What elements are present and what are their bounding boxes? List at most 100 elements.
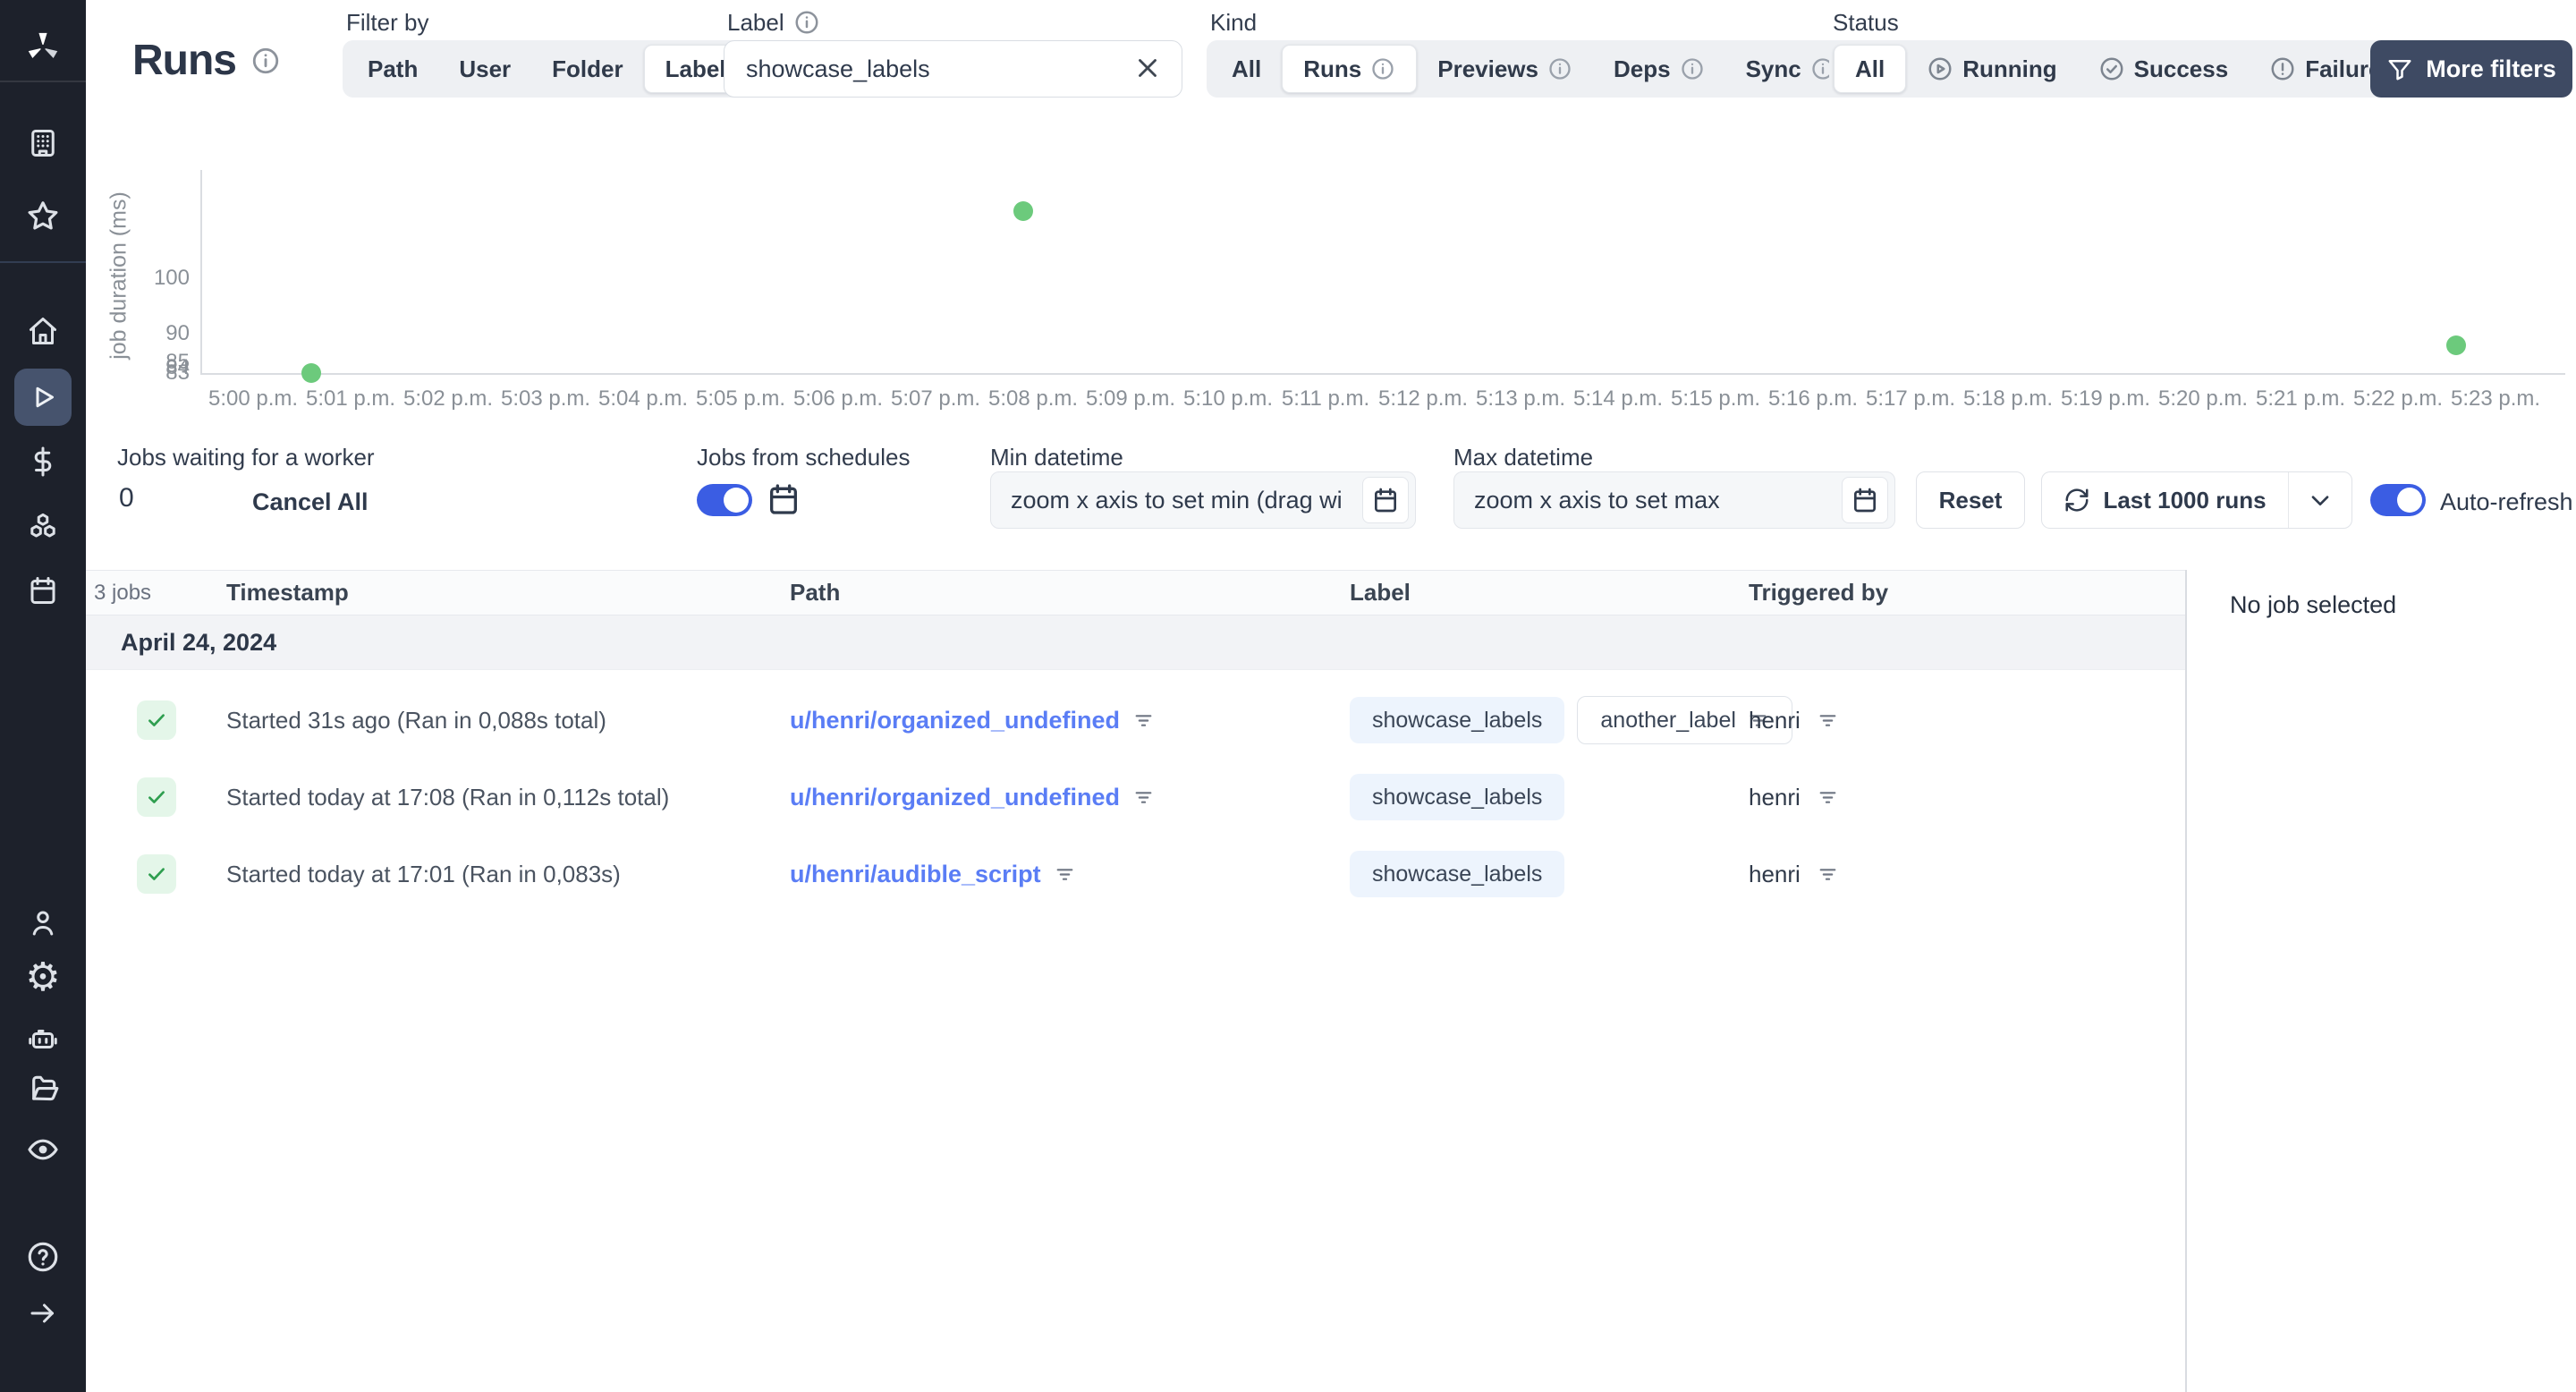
table-row[interactable]: Started 31s ago (Ran in 0,088s total) u/h… <box>86 682 2185 759</box>
kind-sync-button[interactable]: Sync <box>1725 45 1856 93</box>
chart-y-tick: 84 <box>165 354 190 379</box>
robot-icon[interactable] <box>0 1008 86 1067</box>
dollar-icon[interactable] <box>0 432 86 491</box>
x-icon[interactable] <box>1132 53 1163 83</box>
arrow-right-icon[interactable] <box>0 1284 86 1343</box>
run-user: henri <box>1749 706 1801 734</box>
run-path-link[interactable]: u/henri/audible_script <box>790 860 1041 887</box>
folder-open-icon[interactable] <box>0 1059 86 1118</box>
alert-circle-icon <box>2271 57 2294 81</box>
schedules-toggle[interactable] <box>697 484 752 516</box>
chart-x-tick: 5:01 p.m. <box>305 386 396 411</box>
runs-chart[interactable]: job duration (ms) 5:00 p.m. 5:01 p.m. 5:02… <box>86 116 2576 429</box>
filter-by-user-button[interactable]: User <box>438 45 531 93</box>
play-icon[interactable] <box>14 369 72 426</box>
min-datetime-calendar-button[interactable] <box>1362 477 1409 523</box>
chart-x-axis <box>200 373 2565 375</box>
play-circle-icon <box>1928 57 1952 81</box>
star-icon[interactable] <box>0 186 86 245</box>
jobs-waiting-count: 0 <box>119 483 134 513</box>
max-datetime-input[interactable] <box>1453 471 1895 529</box>
run-label-badge[interactable]: another_label <box>1577 696 1792 744</box>
run-data-point[interactable] <box>301 363 322 383</box>
runs-range-dropdown-button[interactable] <box>2289 472 2351 528</box>
min-datetime-input[interactable] <box>990 471 1416 529</box>
sidebar-divider <box>0 261 86 263</box>
run-path-link[interactable]: u/henri/organized_undefined <box>790 706 1121 734</box>
run-data-point[interactable] <box>2446 335 2467 355</box>
kind-label: Kind <box>1210 8 1258 36</box>
kind-deps-button[interactable]: Deps <box>1593 45 1725 93</box>
min-datetime-label: Min datetime <box>990 443 1123 471</box>
chart-y-tick: 85 <box>165 349 190 374</box>
table-row[interactable]: Started today at 17:01 (Ran in 0,083s) u/… <box>86 836 2185 912</box>
filter-by-path-icon[interactable] <box>1132 709 1155 732</box>
chart-x-tick: 5:19 p.m. <box>2060 386 2151 411</box>
filter-by-path-icon[interactable] <box>1132 786 1155 809</box>
more-filters-button[interactable]: More filters <box>2370 40 2572 98</box>
chart-x-tick: 5:15 p.m. <box>1670 386 1761 411</box>
auto-refresh-toggle[interactable] <box>2370 484 2426 516</box>
eye-icon[interactable] <box>0 1120 86 1179</box>
filter-by-label-icon[interactable] <box>1747 709 1769 732</box>
windmill-logo[interactable] <box>0 16 86 79</box>
chart-y-tick: 100 <box>153 266 190 290</box>
help-circle-icon[interactable] <box>0 1227 86 1286</box>
kind-runs-button[interactable]: Runs <box>1282 45 1418 93</box>
run-label-badge: showcase_labels <box>1350 774 1565 820</box>
calendar-icon[interactable] <box>0 561 86 620</box>
status-segmented: All Running Success Failure <box>1829 40 2407 98</box>
run-path-link[interactable]: u/henri/organized_undefined <box>790 783 1121 811</box>
info-icon[interactable] <box>793 9 820 36</box>
filter-by-folder-button[interactable]: Folder <box>531 45 643 93</box>
date-group-row: April 24, 2024 <box>86 615 2185 670</box>
status-failure-button[interactable]: Failure <box>2249 45 2402 93</box>
chart-x-tick: 5:06 p.m. <box>792 386 884 411</box>
kind-previews-button[interactable]: Previews <box>1417 45 1593 93</box>
chart-x-tick: 5:22 p.m. <box>2352 386 2444 411</box>
user-icon[interactable] <box>0 894 86 953</box>
no-job-selected-text: No job selected <box>2230 591 2397 618</box>
status-success-button[interactable]: Success <box>2078 45 2250 93</box>
home-icon[interactable] <box>0 301 86 361</box>
run-user: henri <box>1749 783 1801 811</box>
filter-by-user-icon[interactable] <box>1817 709 1839 732</box>
chart-x-tick: 5:14 p.m. <box>1572 386 1664 411</box>
run-timestamp: Started today at 17:08 (Ran in 0,112s to… <box>226 783 670 811</box>
filter-by-user-icon[interactable] <box>1817 786 1839 809</box>
runs-range-button[interactable]: Last 1000 runs <box>2042 472 2289 528</box>
auto-refresh-label: Auto-refresh <box>2440 488 2573 515</box>
page-title: Runs <box>132 37 237 84</box>
status-all-button[interactable]: All <box>1834 45 1907 93</box>
col-label: Label <box>1350 579 1411 606</box>
filter-by-user-icon[interactable] <box>1817 863 1839 886</box>
chart-x-tick: 5:13 p.m. <box>1475 386 1566 411</box>
jobs-waiting-label: Jobs waiting for a worker <box>117 443 375 471</box>
run-timestamp: Started today at 17:01 (Ran in 0,083s) <box>226 860 621 887</box>
jobs-count: 3 jobs <box>94 580 152 605</box>
boxes-icon[interactable] <box>0 498 86 557</box>
max-datetime-calendar-button[interactable] <box>1842 477 1888 523</box>
chart-x-tick: 5:08 p.m. <box>987 386 1079 411</box>
chart-x-tick: 5:23 p.m. <box>2450 386 2541 411</box>
label-filter-input[interactable] <box>724 40 1182 98</box>
run-user: henri <box>1749 860 1801 887</box>
filter-by-path-icon[interactable] <box>1054 863 1076 886</box>
table-row[interactable]: Started today at 17:08 (Ran in 0,112s to… <box>86 759 2185 836</box>
sidebar: ⚙ <box>0 0 86 1392</box>
info-icon[interactable] <box>250 46 281 76</box>
chart-x-tick: 5:03 p.m. <box>500 386 591 411</box>
info-icon <box>1372 58 1394 80</box>
runs-rows: Started 31s ago (Ran in 0,088s total) u/h… <box>86 682 2185 912</box>
cancel-all-button[interactable]: Cancel All <box>252 488 369 515</box>
kind-all-button[interactable]: All <box>1211 45 1282 93</box>
run-data-point[interactable] <box>1013 201 1034 222</box>
status-running-button[interactable]: Running <box>1906 45 2077 93</box>
chart-x-tick: 5:21 p.m. <box>2255 386 2346 411</box>
filter-by-path-button[interactable]: Path <box>347 45 438 93</box>
gear-icon[interactable]: ⚙ <box>25 955 61 999</box>
filter-by-label: Filter by <box>346 8 429 36</box>
building-icon[interactable] <box>0 114 86 173</box>
calendar-icon[interactable] <box>766 481 801 517</box>
reset-button[interactable]: Reset <box>1916 471 2025 529</box>
